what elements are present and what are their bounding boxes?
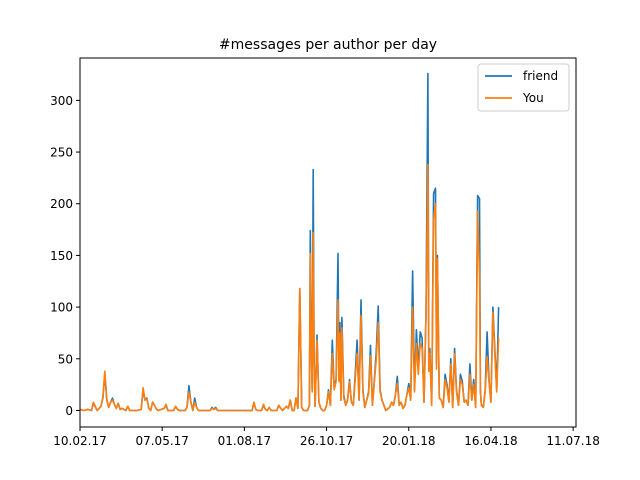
legend: friend You bbox=[477, 63, 570, 112]
plot-frame bbox=[79, 57, 577, 428]
x-tick-label: 10.02.17 bbox=[53, 434, 106, 448]
series-line-you bbox=[79, 163, 500, 412]
x-tick-label: 07.05.17 bbox=[135, 434, 188, 448]
x-tick-label: 11.07.18 bbox=[546, 434, 599, 448]
y-tick-label: 250 bbox=[50, 146, 73, 160]
x-tick-label: 16.04.18 bbox=[464, 434, 517, 448]
y-tick-label: 150 bbox=[50, 249, 73, 263]
legend-label-friend: friend bbox=[523, 69, 558, 83]
y-tick-label: 300 bbox=[50, 94, 73, 108]
x-tick-label: 26.10.17 bbox=[300, 434, 353, 448]
y-tick-label: 100 bbox=[50, 301, 73, 315]
y-tick-label: 50 bbox=[58, 352, 73, 366]
chart-title: #messages per author per day bbox=[219, 37, 437, 53]
legend-label-you: You bbox=[522, 91, 544, 105]
y-tick-label: 0 bbox=[65, 404, 73, 418]
x-tick-label: 20.01.18 bbox=[382, 434, 435, 448]
x-tick-label: 01.08.17 bbox=[218, 434, 271, 448]
y-axis-ticks: 0 50 100 150 200 250 300 bbox=[50, 94, 80, 418]
x-axis-ticks: 10.02.17 07.05.17 01.08.17 26.10.17 20.01.18… bbox=[53, 427, 600, 448]
series-layer bbox=[79, 72, 500, 412]
y-tick-label: 200 bbox=[50, 197, 73, 211]
